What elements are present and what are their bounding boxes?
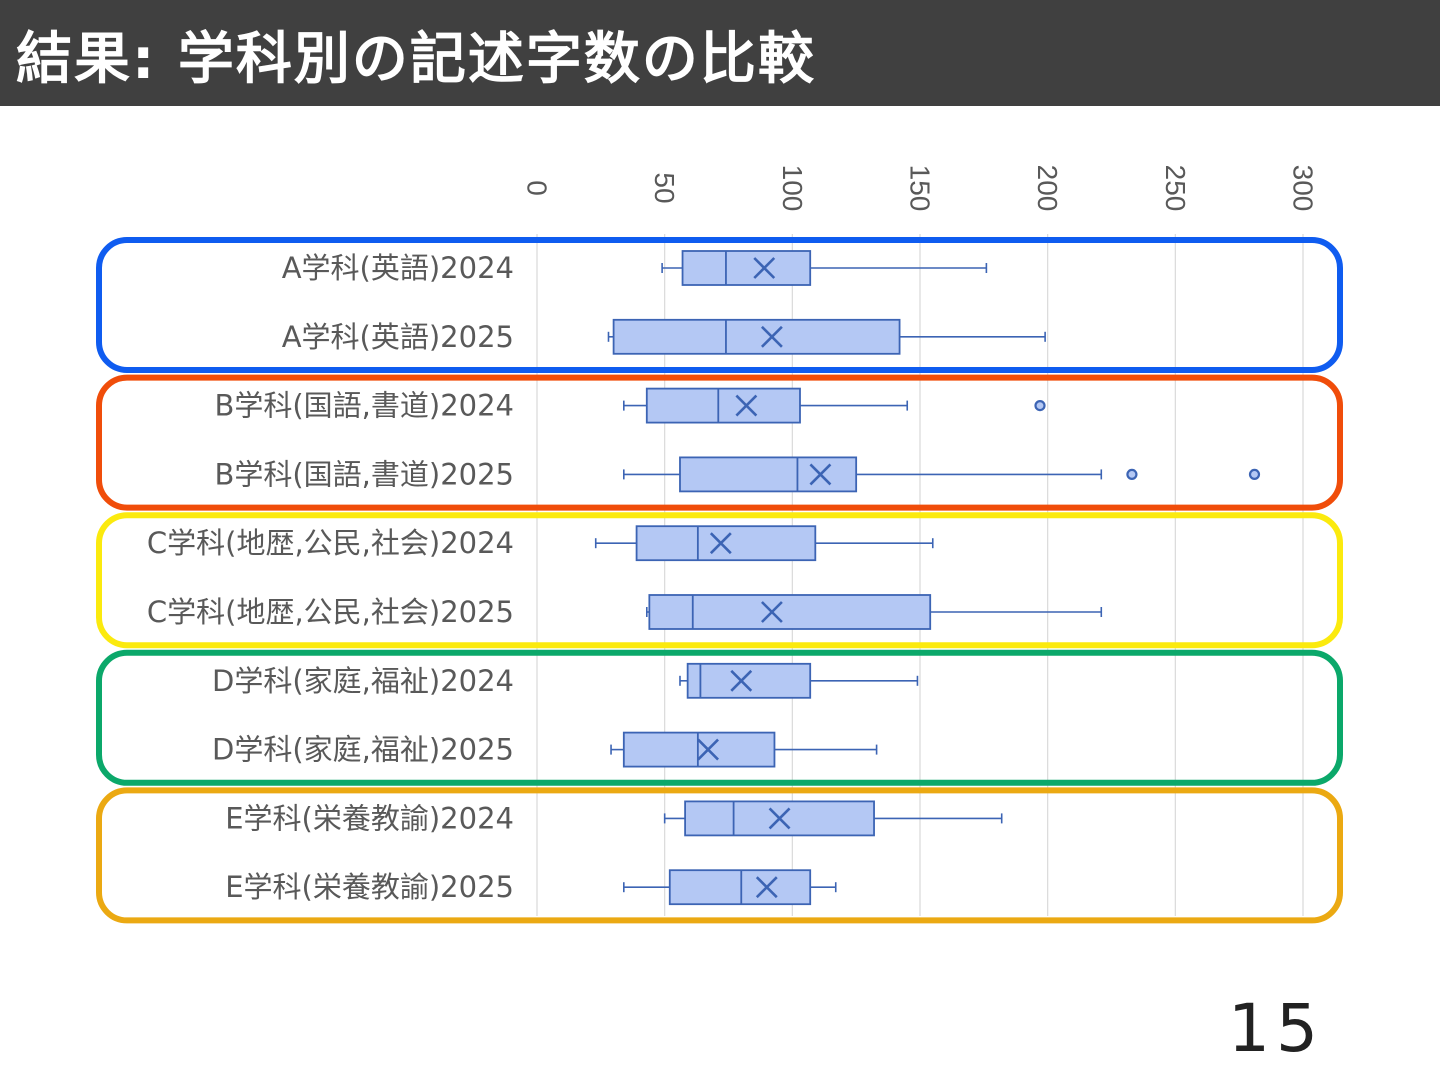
box-iqr	[635, 525, 817, 562]
category-label: D学科(家庭,福祉)2024	[212, 664, 514, 698]
axis-tick-label: 250	[1160, 165, 1191, 212]
axis-tick-label: 200	[1032, 165, 1063, 212]
mean-marker	[760, 325, 783, 348]
axis-tick-label: 100	[777, 165, 808, 212]
group-highlight-b	[96, 374, 1343, 511]
axis-tick-label: 300	[1288, 165, 1319, 212]
slide-number: 15	[1228, 990, 1324, 1067]
category-label: C学科(地歴,公民,社会)2025	[147, 595, 514, 629]
mean-marker	[755, 876, 778, 899]
box-iqr	[686, 662, 812, 699]
category-label: A学科(英語)2024	[282, 251, 514, 285]
mean-marker	[768, 807, 791, 830]
axis-tick-label: 0	[522, 180, 553, 196]
box-iqr	[668, 869, 812, 906]
mean-marker	[730, 669, 753, 692]
group-highlight-a	[96, 237, 1343, 373]
category-label: A学科(英語)2025	[282, 320, 514, 354]
group-highlight-d	[96, 649, 1343, 786]
slide-title: 結果: 学科別の記述字数の比較	[16, 27, 816, 92]
box-iqr	[679, 456, 858, 493]
box-iqr	[648, 594, 932, 630]
axis-tick-label: 50	[649, 172, 680, 203]
outlier-point	[1034, 400, 1046, 412]
box-iqr	[622, 731, 776, 768]
title-bar: 結果: 学科別の記述字数の比較	[0, 0, 1440, 106]
box-iqr	[681, 250, 812, 286]
mean-marker	[697, 738, 719, 761]
category-label: E学科(栄養教諭)2025	[225, 870, 514, 904]
mean-marker	[735, 394, 758, 417]
category-label: D学科(家庭,福祉)2025	[212, 733, 514, 767]
group-highlight-e	[96, 787, 1343, 924]
outlier-point	[1126, 468, 1138, 480]
mean-marker	[709, 532, 732, 555]
category-label: B学科(国語,書道)2025	[214, 457, 514, 491]
category-label: B学科(国語,書道)2024	[214, 389, 514, 423]
category-label: E学科(栄養教諭)2024	[225, 801, 514, 835]
category-label: C学科(地歴,公民,社会)2024	[147, 526, 514, 560]
mean-marker	[753, 257, 776, 279]
box-iqr	[612, 318, 901, 355]
group-highlight-c	[96, 512, 1343, 649]
axis-tick-label: 150	[905, 165, 936, 212]
mean-marker	[760, 601, 783, 623]
mean-marker	[809, 463, 832, 486]
outlier-point	[1248, 468, 1261, 480]
box-iqr	[645, 387, 801, 424]
